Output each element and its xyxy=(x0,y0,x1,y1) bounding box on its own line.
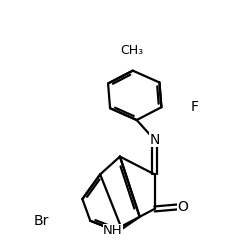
Text: F: F xyxy=(190,100,198,114)
Text: O: O xyxy=(176,200,187,214)
Text: Br: Br xyxy=(33,214,49,228)
Text: N: N xyxy=(149,133,159,147)
Text: NH: NH xyxy=(103,224,122,237)
Text: CH₃: CH₃ xyxy=(120,44,143,57)
